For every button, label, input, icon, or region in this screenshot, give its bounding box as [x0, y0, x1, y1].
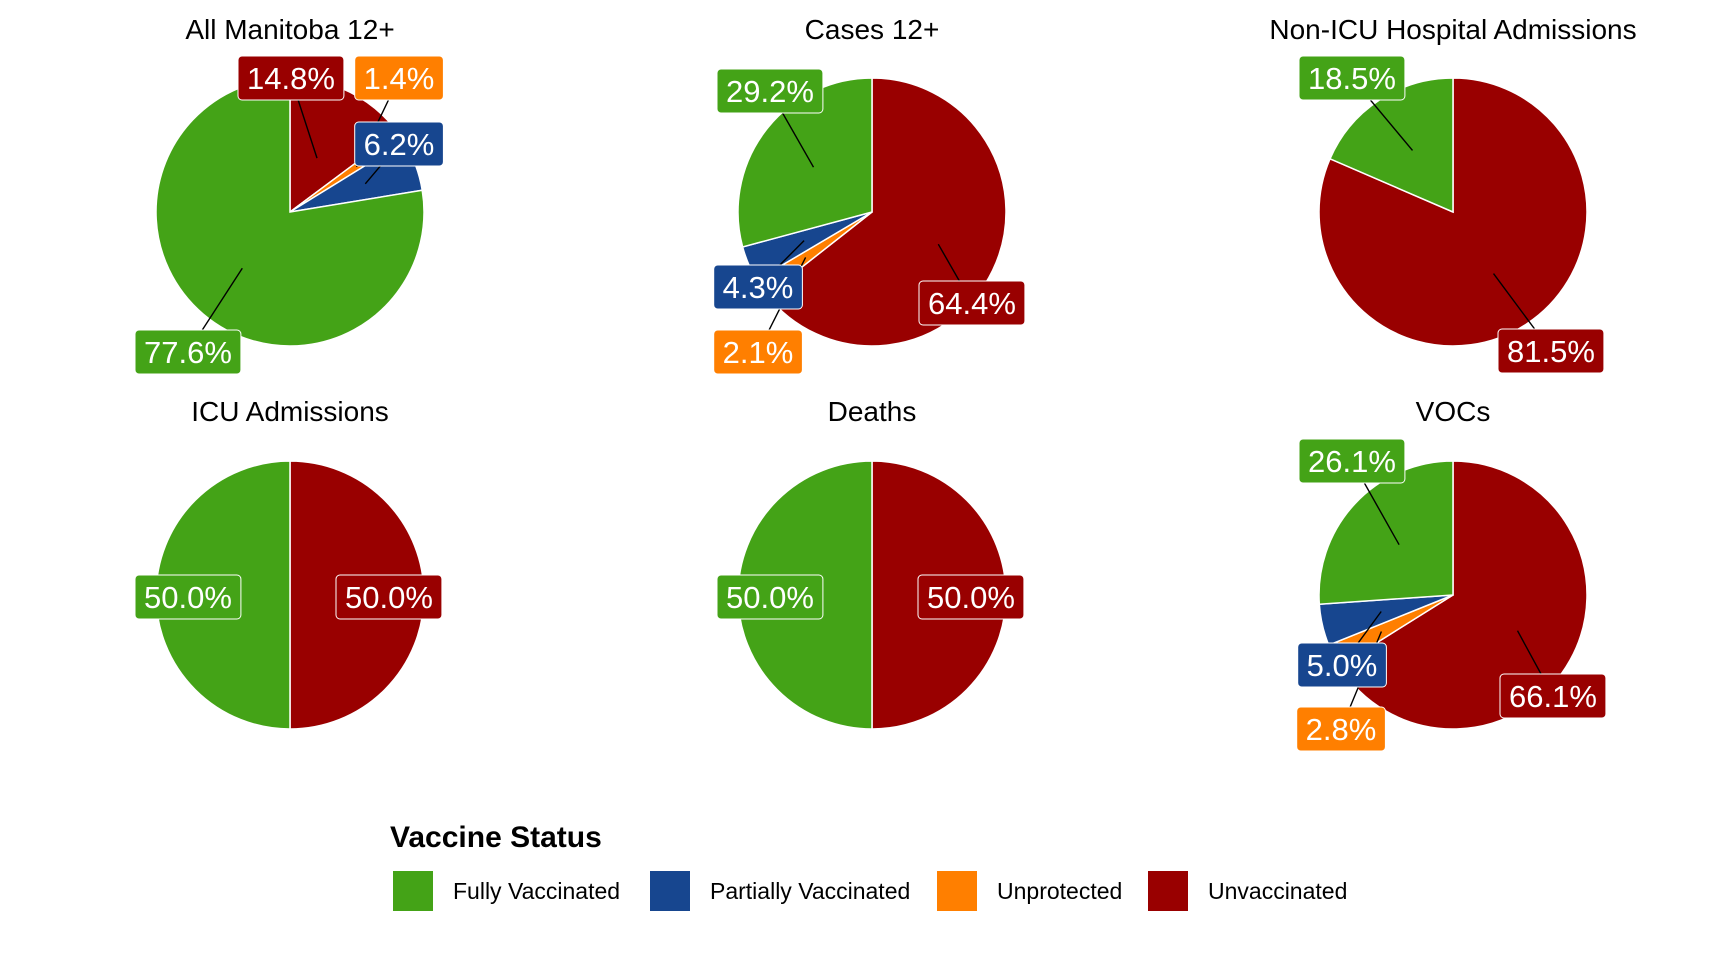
slice-label: 29.2%	[716, 68, 824, 114]
pie-title: Non-ICU Hospital Admissions	[1269, 14, 1636, 45]
slice-label-text: 50.0%	[927, 580, 1015, 615]
slice-label-box	[1497, 328, 1605, 374]
slice-label-box	[1298, 55, 1406, 101]
slice-label-text: 50.0%	[726, 580, 814, 615]
slice-label-box	[134, 574, 242, 620]
pie-slice-fully-vaccinated	[155, 77, 425, 347]
legend-swatch	[650, 871, 690, 911]
slice-label: 26.1%	[1298, 438, 1406, 484]
slice-label-text: 4.3%	[723, 270, 794, 305]
slice-label: 2.1%	[713, 329, 803, 375]
legend-label: Partially Vaccinated	[710, 878, 910, 904]
slice-label-text: 81.5%	[1507, 334, 1595, 369]
slice-label-text: 50.0%	[345, 580, 433, 615]
slice-label-box	[1499, 673, 1607, 719]
slice-label-text: 6.2%	[364, 127, 435, 162]
legend-label: Fully Vaccinated	[453, 878, 620, 904]
pie-title: VOCs	[1416, 396, 1491, 427]
slice-label-text: 64.4%	[928, 286, 1016, 321]
slice-label: 5.0%	[1297, 642, 1387, 688]
legend-swatch	[937, 871, 977, 911]
slice-label-text: 18.5%	[1308, 61, 1396, 96]
legend-item-unprotected: Unprotected	[937, 871, 1122, 911]
slice-label-text: 50.0%	[144, 580, 232, 615]
slice-label-text: 14.8%	[247, 61, 335, 96]
legend: Vaccine Status Fully Vaccinated Partially…	[390, 821, 1347, 911]
pie-panel-deaths: Deaths 50.0% 50.0%	[716, 396, 1025, 730]
slice-label-text: 5.0%	[1307, 648, 1378, 683]
slice-label: 66.1%	[1499, 673, 1607, 719]
slice-label: 1.4%	[354, 55, 444, 101]
slice-label: 81.5%	[1497, 328, 1605, 374]
slice-label: 6.2%	[354, 121, 444, 167]
slice-label-box	[918, 280, 1026, 326]
pie-panels: All Manitoba 12+ 14.8% 1.4% 6.2% 77.6% Cases …	[134, 14, 1637, 752]
legend-items: Fully Vaccinated Partially Vaccinated Unpr…	[393, 871, 1347, 911]
slice-label-text: 2.8%	[1306, 712, 1377, 747]
legend-item-partially-vaccinated: Partially Vaccinated	[650, 871, 910, 911]
slice-label-box	[713, 264, 803, 310]
slice-label-box	[716, 68, 824, 114]
slice-label-text: 26.1%	[1308, 444, 1396, 479]
legend-item-fully-vaccinated: Fully Vaccinated	[393, 871, 620, 911]
slice-label-box	[237, 55, 345, 101]
legend-label: Unvaccinated	[1208, 878, 1347, 904]
slice-label-box	[713, 329, 803, 375]
slice-label-text: 2.1%	[723, 335, 794, 370]
slice-label: 50.0%	[716, 574, 824, 620]
slice-label: 50.0%	[134, 574, 242, 620]
slice-label-box	[1296, 706, 1386, 752]
pie-slice-unvaccinated	[1338, 460, 1588, 730]
slice-label: 2.8%	[1296, 706, 1386, 752]
slice-label: 14.8%	[237, 55, 345, 101]
legend-title: Vaccine Status	[390, 821, 602, 854]
slice-label-box	[1297, 642, 1387, 688]
slice-label-box	[134, 329, 242, 375]
slice-label-text: 29.2%	[726, 74, 814, 109]
slice-label-text: 77.6%	[144, 335, 232, 370]
slice-label-box	[917, 574, 1025, 620]
slice-label: 18.5%	[1298, 55, 1406, 101]
slice-label-box	[354, 55, 444, 101]
slice-label: 50.0%	[335, 574, 443, 620]
slice-label-box	[1298, 438, 1406, 484]
pie-panel-icu-admissions: ICU Admissions 50.0% 50.0%	[134, 396, 443, 730]
slice-label-box	[716, 574, 824, 620]
slice-label: 50.0%	[917, 574, 1025, 620]
pie-panel-non-icu-hospital-admissions: Non-ICU Hospital Admissions 81.5% 18.5%	[1269, 14, 1637, 374]
slice-label: 64.4%	[918, 280, 1026, 326]
pie-title: ICU Admissions	[191, 396, 389, 427]
pie-title: Cases 12+	[805, 14, 940, 45]
legend-swatch	[393, 871, 433, 911]
slice-label-box	[335, 574, 443, 620]
pie-slice-unvaccinated	[765, 77, 1007, 347]
pie-title: Deaths	[828, 396, 917, 427]
pie-title: All Manitoba 12+	[185, 14, 394, 45]
pie-panel-all-manitoba-12: All Manitoba 12+ 14.8% 1.4% 6.2% 77.6%	[134, 14, 444, 375]
pie-slice-fully-vaccinated	[737, 77, 873, 248]
pie-panel-cases-12: Cases 12+ 64.4% 2.1% 4.3% 29.2%	[713, 14, 1026, 375]
slice-label-text: 1.4%	[364, 61, 435, 96]
slice-label-text: 66.1%	[1509, 679, 1597, 714]
legend-swatch	[1148, 871, 1188, 911]
legend-item-unvaccinated: Unvaccinated	[1148, 871, 1347, 911]
legend-label: Unprotected	[997, 878, 1122, 904]
slice-label-box	[354, 121, 444, 167]
pie-panel-vocs: VOCs 66.1% 2.8% 5.0% 26.1%	[1296, 396, 1607, 752]
slice-label: 77.6%	[134, 329, 242, 375]
pie-slice-fully-vaccinated	[1318, 460, 1454, 606]
slice-label: 4.3%	[713, 264, 803, 310]
